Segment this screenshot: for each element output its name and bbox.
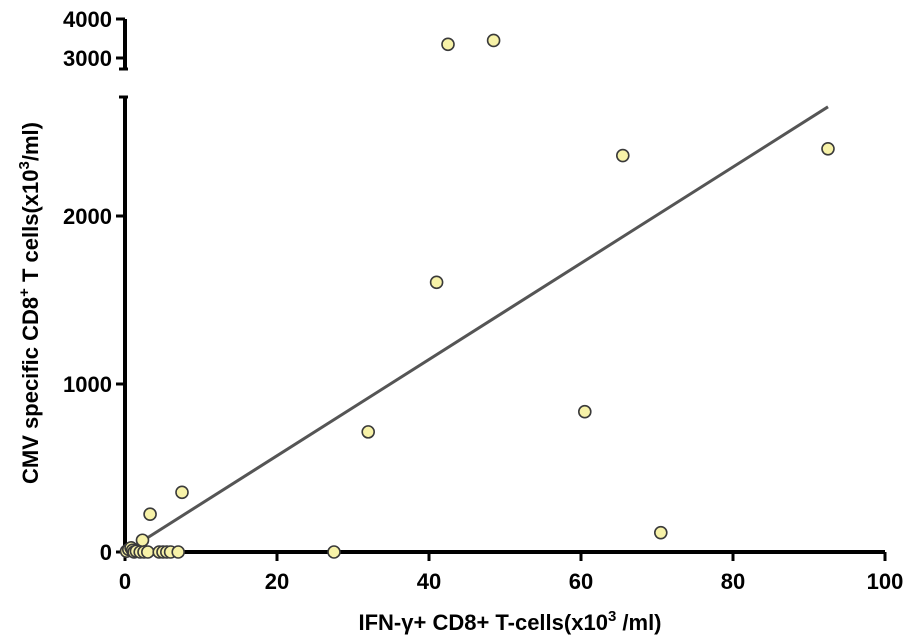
data-point xyxy=(361,425,376,439)
x-tick-label: 100 xyxy=(867,569,904,594)
data-point xyxy=(615,148,630,163)
fit-layer xyxy=(124,105,829,554)
y-tick-label: 1000 xyxy=(63,372,112,397)
points-layer xyxy=(119,33,835,559)
y-axis-title: CMV specific CD8+ T cells(x103/ml) xyxy=(16,122,43,484)
data-point xyxy=(175,485,189,500)
x-tick-label: 0 xyxy=(119,569,131,594)
y-axis-title-pre: CMV specific CD8 xyxy=(18,297,43,484)
y-axis-title-sup2: 3 xyxy=(16,161,33,169)
data-point xyxy=(653,525,668,540)
y-axis-title-mid: T cells(x10 xyxy=(18,170,43,289)
data-point xyxy=(135,533,150,548)
data-point xyxy=(327,545,341,559)
x-tick-label: 60 xyxy=(569,569,593,594)
data-point xyxy=(171,545,185,559)
y-tick-label: 0 xyxy=(100,540,112,565)
x-axis-title: IFN-γ+ CD8+ T-cells(x103 /ml) xyxy=(358,608,661,635)
y-tick-label: 3000 xyxy=(63,46,112,71)
y-tick-label: 2000 xyxy=(63,204,112,229)
data-point xyxy=(486,33,501,48)
y-axis-title-sup: + xyxy=(16,288,33,297)
x-tick-label: 20 xyxy=(265,569,289,594)
data-point xyxy=(441,37,455,52)
data-point xyxy=(141,545,155,559)
x-tick-label: 40 xyxy=(417,569,441,594)
x-axis-title-post: /ml) xyxy=(616,610,661,635)
data-point xyxy=(429,275,444,290)
y-axis-title-post: /ml) xyxy=(18,122,43,161)
x-axis-title-pre: IFN-γ+ CD8+ T-cells(x10 xyxy=(358,610,607,635)
y-tick-label: 4000 xyxy=(63,7,112,32)
regression-line xyxy=(124,105,829,554)
data-point xyxy=(577,404,592,419)
axes xyxy=(116,17,887,561)
x-tick-label: 80 xyxy=(721,569,745,594)
x-axis-title-sup: 3 xyxy=(608,608,616,625)
data-point xyxy=(143,507,157,522)
data-point xyxy=(821,142,835,156)
